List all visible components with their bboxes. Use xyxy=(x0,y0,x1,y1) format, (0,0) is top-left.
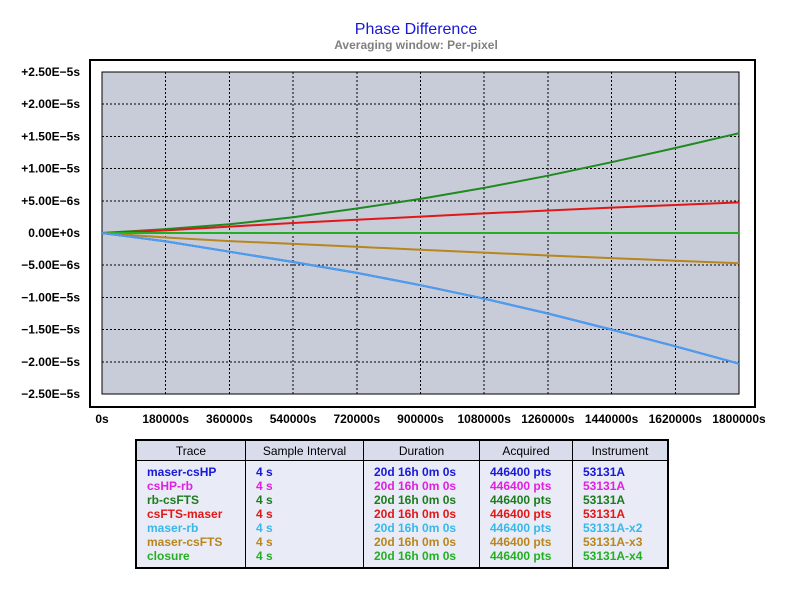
legend-header-acquired: Acquired xyxy=(479,440,573,461)
legend-acquired: 446400 pts xyxy=(479,535,573,549)
x-axis: 0s 180000s 360000s 540000s 720000s 900000s 108… xyxy=(95,412,766,426)
legend-duration: 20d 16h 0m 0s xyxy=(363,493,480,507)
x-tick-label: 1800000s xyxy=(712,412,766,426)
legend-sample-interval: 4 s xyxy=(245,493,364,507)
x-tick-label: 1440000s xyxy=(585,412,639,426)
y-tick-label: −5.00E−6s xyxy=(21,258,80,272)
y-tick-label: +2.00E−5s xyxy=(21,97,80,111)
legend-instrument: 53131A-x2 xyxy=(583,521,643,535)
legend-trace-name: closure xyxy=(136,549,246,568)
legend-row-maser-csFTS: maser-csFTS 4 s 20d 16h 0m 0s 446400 pts 531… xyxy=(136,535,668,549)
y-tick-label: 0.00E+0s xyxy=(28,226,80,240)
trace-legend-table: Trace Sample Interval Duration Acquired … xyxy=(135,439,669,569)
legend-duration: 20d 16h 0m 0s xyxy=(363,460,480,479)
legend-sample-interval: 4 s xyxy=(245,521,364,535)
legend-row-maser-csHP: maser-csHP 4 s 20d 16h 0m 0s 446400 pts 5313… xyxy=(136,460,668,479)
series-lines xyxy=(101,132,740,365)
legend-header-trace: Trace xyxy=(136,440,246,461)
legend-header-duration: Duration xyxy=(363,440,480,461)
y-tick-label: +5.00E−6s xyxy=(21,194,80,208)
legend-instrument: 53131A xyxy=(583,479,626,493)
x-tick-label: 180000s xyxy=(142,412,189,426)
series-line-rb-csFTS xyxy=(101,132,740,234)
legend-header-row: Trace Sample Interval Duration Acquired … xyxy=(136,440,668,461)
legend-instrument: 53131A xyxy=(583,493,626,507)
legend-acquired: 446400 pts xyxy=(479,521,573,535)
series-line-maser-rb xyxy=(101,232,740,365)
legend-trace-name: maser-csHP xyxy=(136,460,246,479)
legend-header-sample-interval: Sample Interval xyxy=(245,440,364,461)
y-tick-label: −1.50E−5s xyxy=(21,323,80,337)
legend-duration: 20d 16h 0m 0s xyxy=(363,535,480,549)
legend-acquired: 446400 pts xyxy=(479,507,573,521)
legend-duration: 20d 16h 0m 0s xyxy=(363,521,480,535)
legend-duration: 20d 16h 0m 0s xyxy=(363,479,480,493)
legend-acquired: 446400 pts xyxy=(479,549,573,568)
legend-instrument: 53131A-x4 xyxy=(583,549,643,563)
y-tick-label: +1.00E−5s xyxy=(21,162,80,176)
x-tick-label: 1620000s xyxy=(649,412,703,426)
phase-difference-chart: Phase Difference Averaging window: Per-p… xyxy=(21,21,766,426)
series-line-maser-csFTS xyxy=(101,232,740,265)
legend-instrument: 53131A-x3 xyxy=(583,535,643,549)
legend-trace-name: maser-csFTS xyxy=(136,535,246,549)
legend-trace-name: csHP-rb xyxy=(136,479,246,493)
legend-duration: 20d 16h 0m 0s xyxy=(363,549,480,568)
legend-row-maser-rb: maser-rb 4 s 20d 16h 0m 0s 446400 pts 53131A… xyxy=(136,521,668,535)
legend-trace-name: rb-csFTS xyxy=(136,493,246,507)
y-tick-label: +2.50E−5s xyxy=(21,65,80,79)
y-tick-label: −1.00E−5s xyxy=(21,290,80,304)
x-tick-label: 720000s xyxy=(333,412,380,426)
legend-sample-interval: 4 s xyxy=(245,535,364,549)
legend-sample-interval: 4 s xyxy=(245,479,364,493)
x-tick-label: 540000s xyxy=(270,412,317,426)
x-tick-label: 1260000s xyxy=(521,412,575,426)
x-tick-label: 0s xyxy=(95,412,109,426)
legend-duration: 20d 16h 0m 0s xyxy=(363,507,480,521)
chart-subtitle: Averaging window: Per-pixel xyxy=(334,38,498,52)
legend-instrument: 53131A xyxy=(583,465,626,479)
x-tick-label: 1080000s xyxy=(458,412,512,426)
legend-sample-interval: 4 s xyxy=(245,549,364,568)
legend-acquired: 446400 pts xyxy=(479,460,573,479)
legend-sample-interval: 4 s xyxy=(245,507,364,521)
y-tick-label: −2.50E−5s xyxy=(21,387,80,401)
y-axis: +2.50E−5s +2.00E−5s +1.50E−5s +1.00E−5s +5.0… xyxy=(21,65,80,401)
legend-acquired: 446400 pts xyxy=(479,493,573,507)
legend-sample-interval: 4 s xyxy=(245,460,364,479)
y-tick-label: −2.00E−5s xyxy=(21,355,80,369)
chart-title: Phase Difference xyxy=(355,21,478,38)
legend-instrument: 53131A xyxy=(583,507,626,521)
legend-row-closure: closure 4 s 20d 16h 0m 0s 446400 pts 53131A-… xyxy=(136,549,668,568)
legend-header-instrument: Instrument xyxy=(572,440,668,461)
legend-trace-name: maser-rb xyxy=(136,521,246,535)
series-line-csFTS-maser xyxy=(101,201,740,234)
y-tick-label: +1.50E−5s xyxy=(21,129,80,143)
legend-row-csHP-rb: csHP-rb 4 s 20d 16h 0m 0s 446400 pts 53131A xyxy=(136,479,668,493)
legend-row-rb-csFTS: rb-csFTS 4 s 20d 16h 0m 0s 446400 pts 53131A xyxy=(136,493,668,507)
legend-acquired: 446400 pts xyxy=(479,479,573,493)
legend-row-csFTS-maser: csFTS-maser 4 s 20d 16h 0m 0s 446400 pts 531… xyxy=(136,507,668,521)
legend-trace-name: csFTS-maser xyxy=(136,507,246,521)
x-tick-label: 900000s xyxy=(397,412,444,426)
x-tick-label: 360000s xyxy=(206,412,253,426)
